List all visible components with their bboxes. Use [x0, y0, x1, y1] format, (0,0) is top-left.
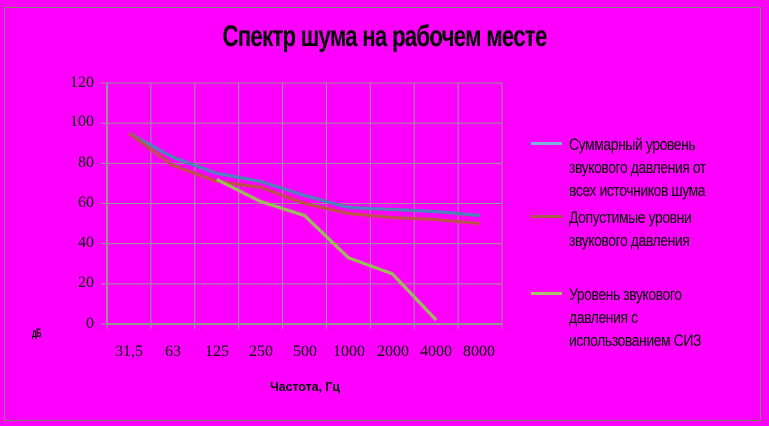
- y-tick-80: 80: [78, 154, 94, 171]
- x-tick-63: 63: [165, 343, 181, 360]
- y-axis-unit-label: дБ: [32, 326, 41, 340]
- chart-title: Спектр шума на рабочем месте: [222, 20, 547, 53]
- legend-key-allowed-levels: [531, 215, 562, 218]
- legend-label-with-ppe: Уровень звукового давления с использован…: [569, 285, 701, 350]
- y-tick-20: 20: [78, 274, 94, 291]
- y-tick-100: 100: [70, 113, 94, 130]
- x-tick-250: 250: [249, 343, 273, 360]
- x-tick-500: 500: [293, 343, 317, 360]
- legend-item-with-ppe: Уровень звукового давления с использован…: [531, 283, 769, 352]
- y-tick-60: 60: [78, 194, 94, 211]
- legend-item-allowed-levels: Допустимые уровни звукового давления: [531, 206, 769, 252]
- series-line-1: [127, 131, 481, 226]
- series-line-2: [216, 177, 438, 322]
- x-tick-125: 125: [205, 343, 229, 360]
- legend-label-total-level: Суммарный уровень звукового давления от …: [569, 135, 706, 200]
- legend-key-total-level: [531, 142, 562, 145]
- legend-item-total-level: Суммарный уровень звукового давления от …: [531, 133, 769, 202]
- x-tick-31-5: 31,5: [115, 343, 143, 360]
- y-tick-120: 120: [70, 74, 94, 91]
- x-tick-1000: 1000: [333, 343, 365, 360]
- x-tick-4000: 4000: [420, 343, 452, 360]
- series-line-0: [128, 131, 481, 218]
- legend-label-allowed-levels: Допустимые уровни звукового давления: [569, 208, 692, 250]
- x-tick-8000: 8000: [463, 343, 495, 360]
- x-axis-title: Частота, Гц: [270, 379, 340, 394]
- y-tick-40: 40: [78, 234, 94, 251]
- y-tick-0: 0: [86, 315, 94, 332]
- legend-key-with-ppe: [531, 292, 562, 295]
- x-tick-2000: 2000: [377, 343, 409, 360]
